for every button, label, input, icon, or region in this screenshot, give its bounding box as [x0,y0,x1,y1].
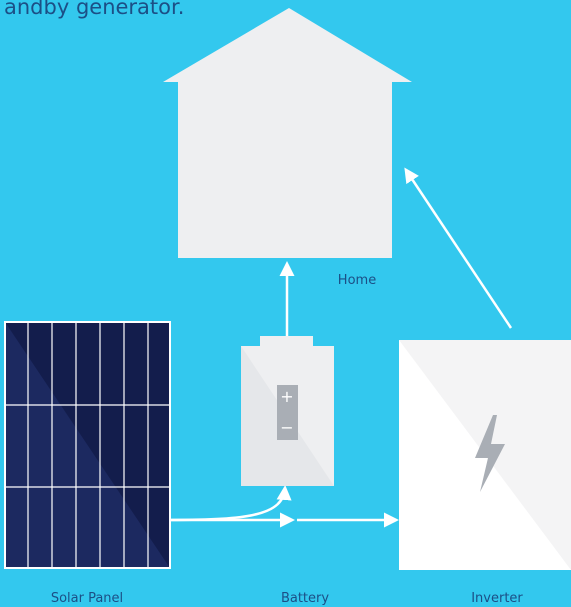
solar-panel-icon [5,322,170,568]
header-text: andby generator. [4,0,184,19]
diagram: andby generator. Home Solar Panel + − Ba [0,0,571,607]
battery-plus: + [280,387,293,406]
battery-label: Battery [281,591,329,606]
inverter-icon [399,340,571,570]
solar-panel-label: Solar Panel [51,591,123,606]
inverter-label: Inverter [471,591,523,606]
battery-icon [241,336,334,486]
home-label: Home [338,273,376,288]
battery-minus: − [280,418,293,437]
